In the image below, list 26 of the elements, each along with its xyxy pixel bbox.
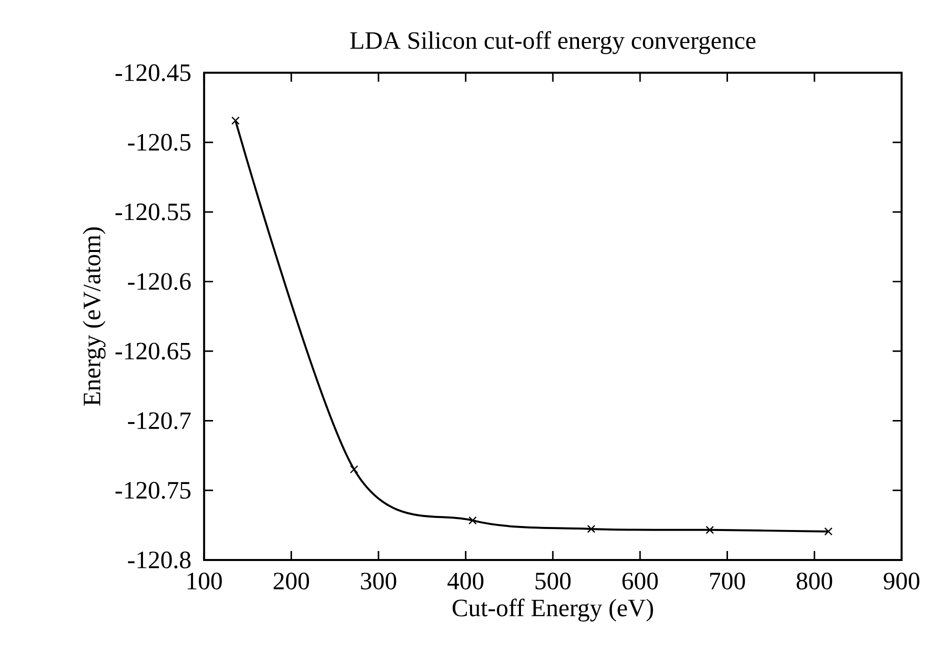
- y-axis-title: Energy (eV/atom): [82, 228, 106, 406]
- chart-title: LDA Silicon cut-off energy convergence: [350, 31, 756, 54]
- y-tick-label: -120.65: [116, 342, 190, 360]
- x-tick-label: 600: [622, 572, 658, 590]
- point: [231, 116, 240, 125]
- y-tick-label: -120.5: [128, 134, 190, 151]
- y-tick-label: -120.6: [128, 273, 191, 290]
- x-tick-label: 700: [710, 572, 745, 590]
- y-tick-label: -120.55: [116, 204, 190, 221]
- x-axis-title: Cut-off Energy (eV): [452, 598, 653, 622]
- point: [468, 516, 477, 525]
- point: [587, 524, 596, 534]
- y-tick-label: -120.8: [128, 552, 190, 569]
- point: [350, 465, 358, 474]
- x-tick-label: 400: [447, 572, 484, 590]
- x-tick-label: 900: [884, 572, 920, 590]
- point: [824, 527, 832, 536]
- x-tick-label: 100: [188, 572, 222, 590]
- y-tick-label: -120.7: [128, 412, 191, 430]
- point: [706, 526, 714, 534]
- x-tick-label: 200: [274, 572, 310, 590]
- x-tick-label: 800: [796, 572, 832, 590]
- x-tick-label: 300: [360, 572, 396, 590]
- y-tick-label: -120.45: [116, 64, 190, 82]
- x-tick-label: 500: [536, 572, 571, 590]
- y-tick-label: -120.75: [116, 482, 190, 500]
